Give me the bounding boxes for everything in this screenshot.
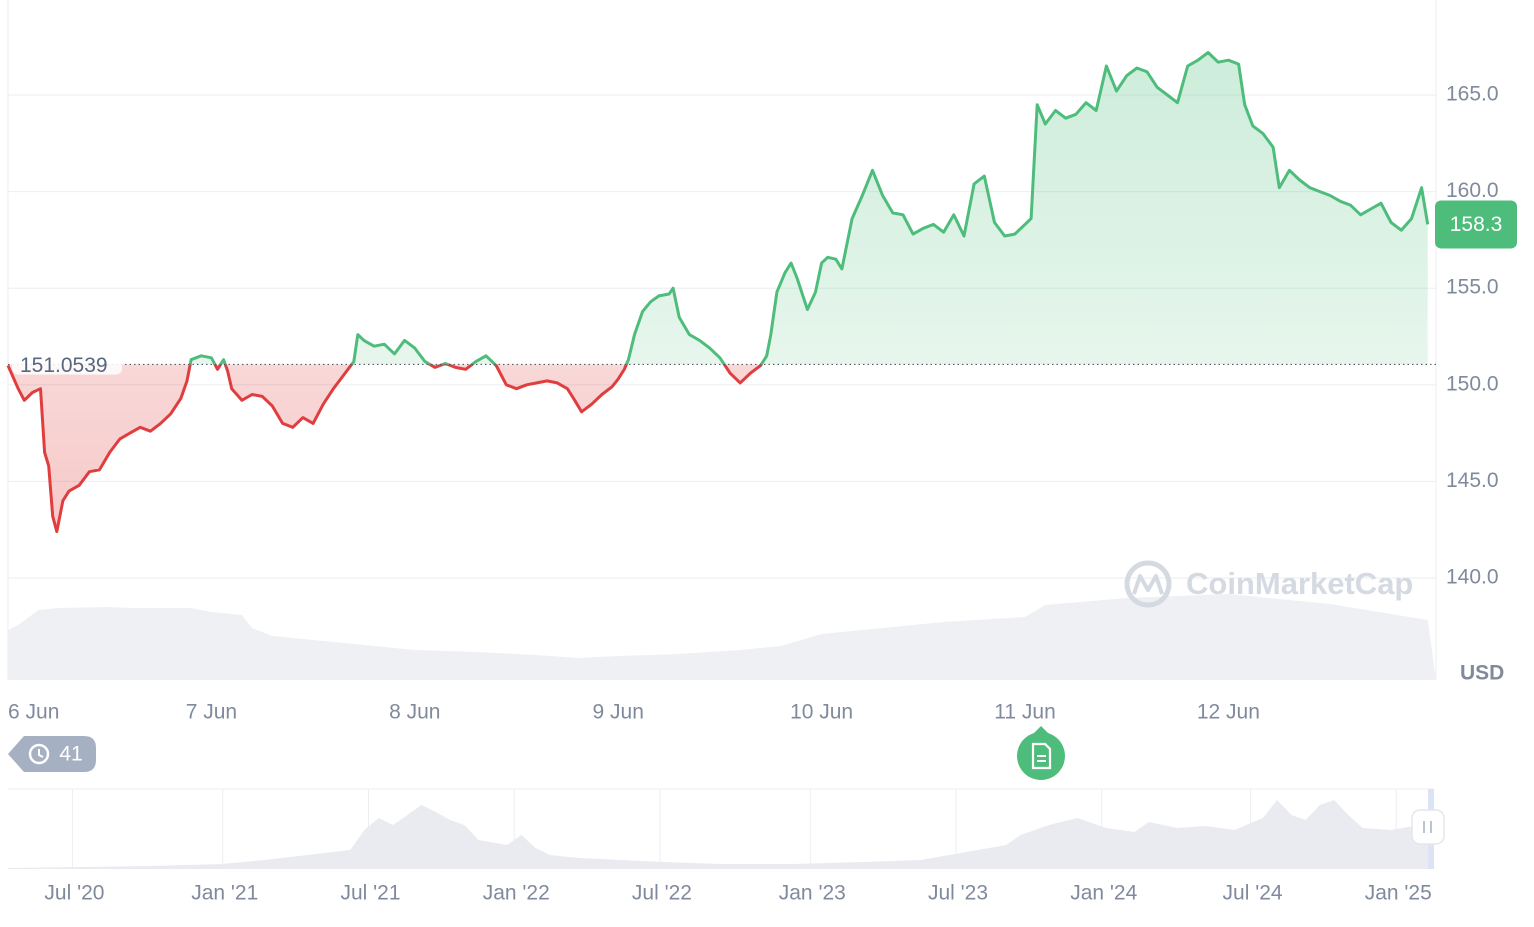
x-tick-label: 11 Jun (994, 701, 1056, 724)
history-icon (28, 743, 50, 765)
price-area-fill (8, 52, 1428, 532)
navigator-tick-label: Jul '20 (44, 882, 104, 905)
x-tick-label: 10 Jun (790, 701, 853, 724)
chart-badges: 41 (8, 726, 1065, 780)
reference-label-bg (12, 344, 122, 375)
x-axis: 6 Jun 7 Jun 8 Jun 9 Jun 10 Jun 11 Jun 12 Jun (8, 701, 1260, 724)
navigator-tick-label: Jul '21 (340, 882, 400, 905)
area-below-reference (8, 364, 762, 532)
volume-silhouette (8, 594, 1436, 680)
currency-label: USD (1460, 662, 1504, 685)
current-price-label: 158.3 (1450, 213, 1503, 236)
y-tick-label: 160.0 (1446, 179, 1499, 202)
navigator-tick-label: Jan '24 (1070, 882, 1137, 905)
price-line-down (6, 364, 764, 534)
watermark-text: CoinMarketCap (1186, 566, 1413, 601)
volume-area (8, 594, 1436, 680)
time-navigator[interactable]: Jul '20 Jan '21 Jul '21 Jan '22 Jul '22 Jan '… (8, 788, 1445, 905)
x-tick-label: 12 Jun (1197, 701, 1260, 724)
x-tick-label: 8 Jun (389, 701, 440, 724)
reference-price-line: 151.0539 (8, 344, 1436, 377)
news-marker-pointer[interactable] (1033, 726, 1049, 734)
history-icon-hands (38, 749, 44, 758)
navigator-handle[interactable] (1411, 809, 1445, 845)
news-marker[interactable] (1017, 726, 1065, 780)
price-line-up (188, 51, 1430, 365)
coinmarketcap-logo-mark (1132, 574, 1164, 595)
history-badge-bg[interactable] (8, 736, 96, 772)
y-axis: 140.0 145.0 150.0 155.0 160.0 165.0 USD 158.3 (1435, 83, 1517, 685)
y-tick-label: 145.0 (1446, 469, 1499, 492)
navigator-tick-label: Jul '22 (632, 882, 692, 905)
price-line (6, 51, 1430, 534)
navigator-tick-label: Jan '22 (483, 882, 550, 905)
history-count: 41 (59, 743, 82, 766)
x-tick-label: 6 Jun (8, 701, 59, 724)
navigator-tick-label: Jul '23 (928, 882, 988, 905)
x-tick-label: 7 Jun (186, 701, 237, 724)
y-tick-label: 165.0 (1446, 83, 1499, 106)
coinmarketcap-logo-icon (1124, 560, 1172, 608)
area-above-reference (8, 52, 1428, 365)
x-tick-label: 9 Jun (593, 701, 644, 724)
navigator-area (8, 800, 1434, 869)
y-tick-label: 150.0 (1446, 372, 1499, 395)
y-tick-label: 140.0 (1446, 566, 1499, 589)
watermark: CoinMarketCap (1124, 560, 1413, 608)
navigator-tick-label: Jan '23 (779, 882, 846, 905)
reference-price-label: 151.0539 (20, 354, 108, 377)
navigator-tick-label: Jan '25 (1365, 882, 1432, 905)
y-tick-label: 155.0 (1446, 276, 1499, 299)
current-price-badge (1435, 200, 1517, 249)
history-badge[interactable]: 41 (8, 736, 96, 772)
navigator-tick-label: Jan '21 (191, 882, 258, 905)
navigator-tick-label: Jul '24 (1223, 882, 1283, 905)
document-icon (1031, 742, 1052, 770)
